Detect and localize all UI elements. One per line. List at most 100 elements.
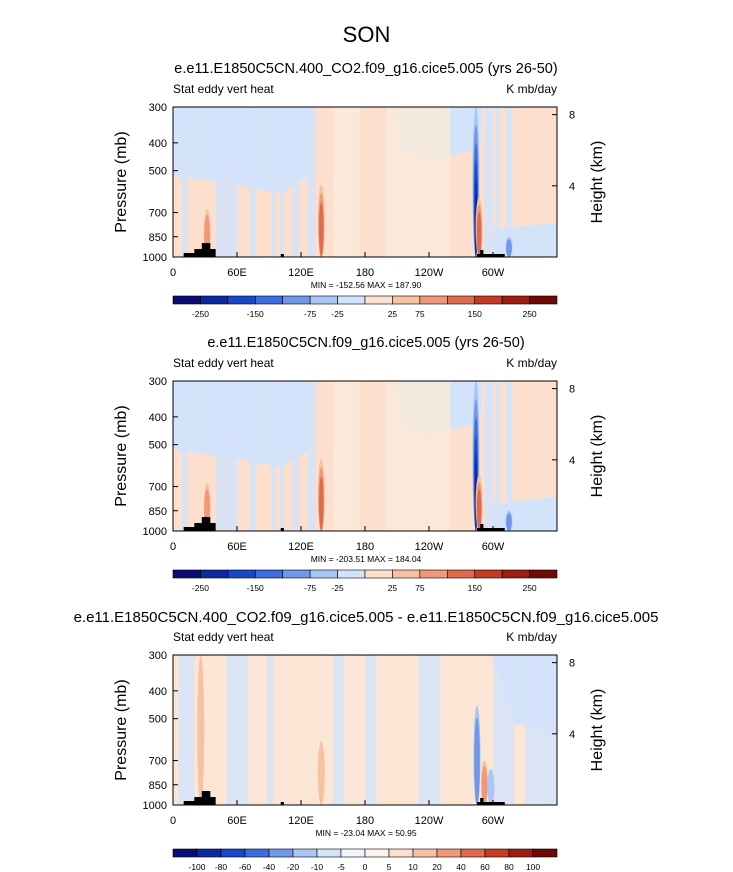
negative-plume: [474, 717, 480, 805]
field-stripe: [181, 107, 188, 257]
x-tick-label: 60E: [227, 267, 247, 279]
x-tick-label: 120E: [288, 815, 314, 827]
y-tick-label: 1000: [143, 252, 167, 264]
colorbar-swatch: [501, 569, 530, 579]
colorbar-swatch: [340, 848, 366, 858]
positive-plume: [319, 476, 324, 531]
negative-region: [173, 381, 312, 468]
y-axis-label: Pressure (mb): [113, 405, 130, 506]
colorbar-swatch: [254, 569, 284, 579]
colorbar-swatch: [292, 848, 318, 858]
field-stripe: [418, 655, 440, 805]
colorbar-swatch: [282, 569, 311, 579]
colorbar-label: 75: [415, 583, 425, 593]
colorbar-swatch: [474, 569, 503, 579]
colorbar-swatch: [220, 848, 246, 858]
colorbar-swatch: [200, 569, 229, 579]
colorbar-swatch: [436, 848, 462, 858]
field-stripe: [292, 381, 299, 531]
x-tick-label: 60W: [482, 267, 505, 279]
colorbar-label: 100: [526, 862, 540, 872]
colorbar-swatch: [388, 848, 414, 858]
y-tick-label: 850: [149, 506, 167, 518]
x-tick-label: 180: [356, 267, 374, 279]
field-stripe: [215, 381, 237, 531]
x-tick-label: 180: [356, 815, 374, 827]
y2-axis-label: Height (km): [589, 141, 606, 224]
colorbar-swatch: [227, 295, 256, 305]
y2-axis-label: Height (km): [589, 689, 606, 772]
units-label: K mb/day: [506, 630, 557, 644]
field-stripe: [495, 107, 500, 257]
colorbar-swatch: [529, 295, 558, 305]
y2-axis-label: Height (km): [589, 415, 606, 498]
field-stripe: [505, 107, 513, 257]
colorbar-label: 250: [522, 309, 536, 319]
y2-tick-label: 4: [569, 729, 575, 741]
y-tick-label: 300: [149, 376, 167, 388]
y-tick-label: 400: [149, 412, 167, 424]
colorbar-swatch: [484, 848, 510, 858]
colorbar-swatch: [529, 569, 558, 579]
x-tick-label: 0: [170, 541, 176, 553]
colorbar-swatch: [532, 848, 558, 858]
colorbar-label: 80: [504, 862, 514, 872]
colorbar-swatch: [337, 295, 366, 305]
field-stripe: [505, 381, 513, 531]
field-label: Stat eddy vert heat: [173, 356, 274, 370]
y-tick-label: 400: [149, 138, 167, 150]
y-tick-label: 300: [149, 650, 167, 662]
field-stripe: [266, 655, 274, 805]
x-tick-label: 120W: [415, 815, 444, 827]
positive-plume: [197, 655, 205, 805]
colorbar-swatch: [254, 295, 284, 305]
colorbar-label: -20: [287, 862, 300, 872]
colorbar-swatch: [268, 848, 294, 858]
y2-tick-label: 4: [569, 181, 575, 193]
field-label: Stat eddy vert heat: [173, 82, 274, 96]
field-stripe: [178, 655, 195, 805]
field-stripe: [333, 107, 360, 257]
negative-region: [173, 107, 312, 194]
field-stripe: [333, 655, 344, 805]
y-tick-label: 500: [149, 714, 167, 726]
colorbar-label: 40: [456, 862, 466, 872]
field-stripe: [484, 107, 493, 257]
colorbar-label: 0: [363, 862, 368, 872]
colorbar-swatch: [309, 295, 338, 305]
colorbar-swatch: [227, 569, 256, 579]
colorbar-label: -100: [188, 862, 205, 872]
colorbar-swatch: [364, 569, 393, 579]
x-tick-label: 120E: [288, 267, 314, 279]
colorbar-swatch: [392, 295, 421, 305]
panel-3: e.e11.E1850C5CN.400_CO2.f09_g16.cice5.00…: [74, 609, 659, 872]
y-tick-label: 500: [149, 440, 167, 452]
colorbar-label: 5: [387, 862, 392, 872]
units-label: K mb/day: [506, 82, 557, 96]
y2-tick-label: 4: [569, 455, 575, 467]
colorbar-label: -60: [239, 862, 252, 872]
panel-1: e.e11.E1850C5CN.400_CO2.f09_g16.cice5.00…: [113, 61, 606, 319]
colorbar-swatch: [508, 848, 534, 858]
colorbar-label: 250: [522, 583, 536, 593]
colorbar-label: 75: [415, 309, 425, 319]
colorbar-swatch: [172, 569, 201, 579]
field-stripe: [226, 655, 248, 805]
colorbar-swatch: [309, 569, 338, 579]
colorbar-label: -10: [311, 862, 324, 872]
positive-plume: [476, 211, 482, 257]
panel-title: e.e11.E1850C5CN.f09_g16.cice5.005 (yrs 2…: [207, 335, 524, 351]
x-tick-label: 60W: [482, 815, 505, 827]
colorbar-label: -150: [247, 309, 264, 319]
field-stripe: [365, 655, 376, 805]
colorbar-swatch: [474, 295, 503, 305]
colorbar-label: -150: [247, 583, 264, 593]
colorbar-label: -80: [215, 862, 228, 872]
panel-title: e.e11.E1850C5CN.400_CO2.f09_g16.cice5.00…: [174, 61, 557, 77]
colorbar-label: 25: [388, 309, 398, 319]
y-tick-label: 700: [149, 756, 167, 768]
y-tick-label: 400: [149, 686, 167, 698]
positive-plume: [317, 741, 325, 806]
field-stripe: [271, 381, 276, 531]
colorbar-swatch: [460, 848, 486, 858]
